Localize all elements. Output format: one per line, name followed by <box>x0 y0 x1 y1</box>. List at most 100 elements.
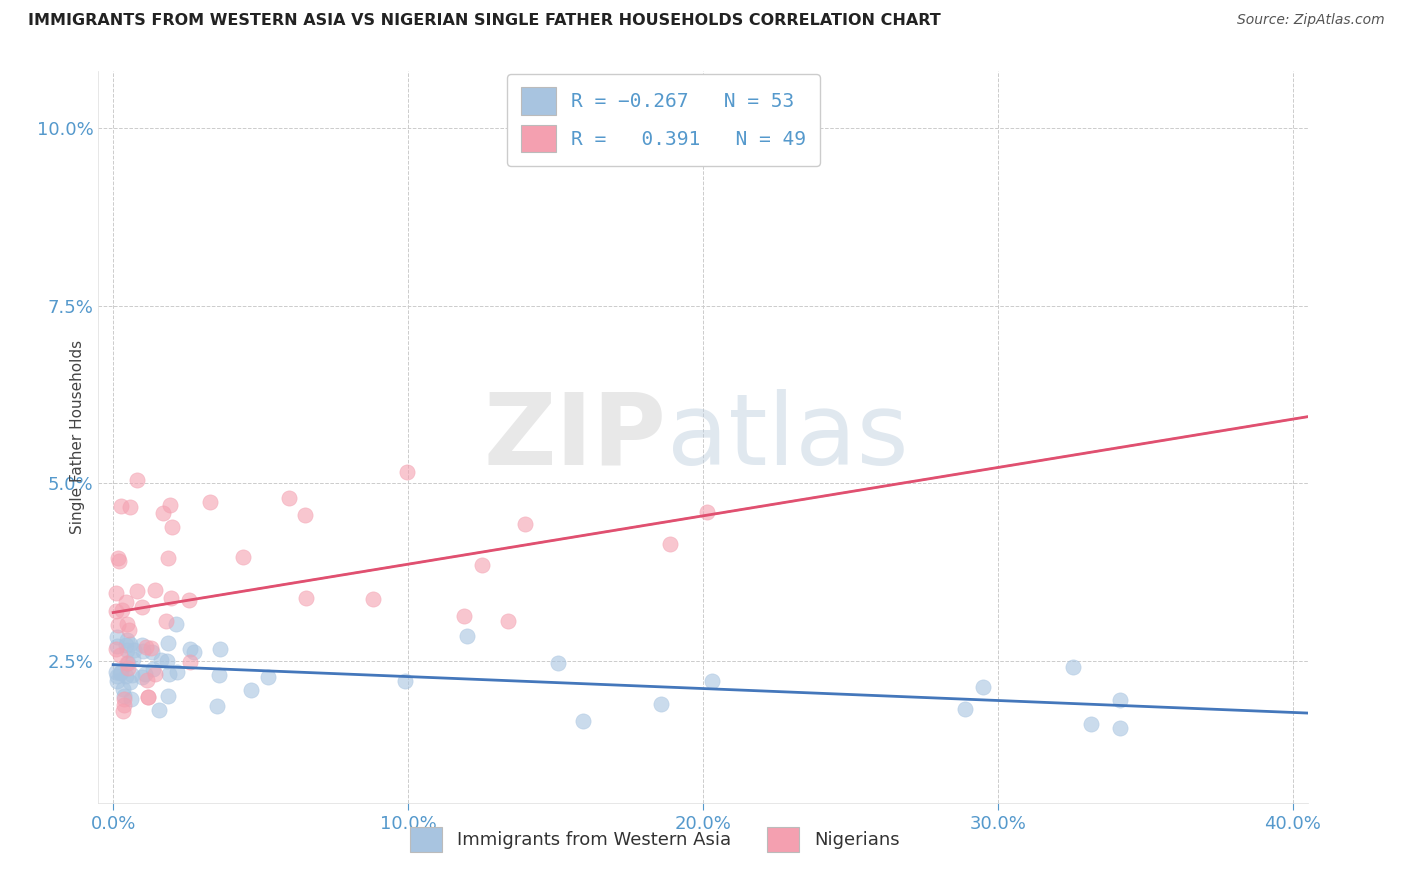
Y-axis label: Single Father Households: Single Father Households <box>69 340 84 534</box>
Point <box>105 669 128 683</box>
Point <box>117 657 139 671</box>
Point <box>179 642 201 657</box>
Point <box>232 549 254 564</box>
Point <box>108 665 131 680</box>
Point <box>156 636 179 650</box>
Point <box>117 661 139 675</box>
Point <box>953 702 976 716</box>
Point <box>150 653 173 667</box>
Point <box>118 500 141 515</box>
Point <box>105 639 128 653</box>
Point <box>139 640 162 655</box>
Point <box>208 641 231 656</box>
Legend: Immigrants from Western Asia, Nigerians: Immigrants from Western Asia, Nigerians <box>402 820 907 860</box>
Point <box>152 507 174 521</box>
Point <box>240 683 263 698</box>
Point <box>108 648 131 662</box>
Point <box>111 602 134 616</box>
Point <box>134 667 156 681</box>
Point <box>120 674 142 689</box>
Point <box>115 633 138 648</box>
Point <box>105 630 128 644</box>
Point <box>658 537 681 551</box>
Point <box>696 505 718 519</box>
Point <box>132 644 155 658</box>
Point <box>294 508 316 522</box>
Point <box>112 681 135 696</box>
Point <box>122 643 145 657</box>
Point <box>118 624 141 638</box>
Point <box>277 491 299 505</box>
Point <box>198 495 221 509</box>
Point <box>456 629 478 643</box>
Point <box>110 665 132 679</box>
Point <box>142 662 165 676</box>
Point <box>115 617 138 632</box>
Point <box>107 618 129 632</box>
Point <box>394 673 416 688</box>
Point <box>105 673 128 688</box>
Point <box>156 551 179 566</box>
Text: atlas: atlas <box>666 389 908 485</box>
Point <box>294 591 316 605</box>
Point <box>157 667 180 681</box>
Point <box>453 608 475 623</box>
Point <box>125 583 148 598</box>
Point <box>105 586 128 600</box>
Point <box>471 558 494 573</box>
Text: IMMIGRANTS FROM WESTERN ASIA VS NIGERIAN SINGLE FATHER HOUSEHOLDS CORRELATION CH: IMMIGRANTS FROM WESTERN ASIA VS NIGERIAN… <box>28 13 941 29</box>
Point <box>136 690 159 704</box>
Point <box>107 551 129 566</box>
Point <box>162 519 184 533</box>
Point <box>700 673 723 688</box>
Point <box>396 465 419 479</box>
Point <box>114 595 136 609</box>
Text: Source: ZipAtlas.com: Source: ZipAtlas.com <box>1237 13 1385 28</box>
Point <box>177 593 200 607</box>
Point <box>131 600 153 615</box>
Point <box>112 704 135 718</box>
Point <box>547 657 569 671</box>
Point <box>136 690 159 704</box>
Point <box>136 673 159 687</box>
Point <box>143 583 166 598</box>
Point <box>114 669 136 683</box>
Point <box>105 604 128 618</box>
Point <box>117 643 139 657</box>
Point <box>257 670 280 684</box>
Point <box>148 703 170 717</box>
Point <box>122 652 145 666</box>
Point <box>165 616 187 631</box>
Point <box>972 680 994 694</box>
Point <box>159 498 181 512</box>
Text: ZIP: ZIP <box>484 389 666 485</box>
Point <box>131 670 153 684</box>
Point <box>112 698 135 712</box>
Point <box>205 698 228 713</box>
Point <box>496 614 519 628</box>
Point <box>110 499 132 513</box>
Point <box>108 554 131 568</box>
Point <box>115 638 138 652</box>
Point <box>135 640 157 654</box>
Point <box>1080 716 1102 731</box>
Point <box>105 665 128 680</box>
Point <box>112 689 135 703</box>
Point <box>155 614 177 628</box>
Point <box>650 697 672 711</box>
Point <box>121 668 143 682</box>
Point <box>1109 693 1132 707</box>
Point <box>183 644 205 658</box>
Point <box>1108 721 1130 735</box>
Point <box>141 645 163 659</box>
Point <box>120 637 142 651</box>
Point <box>361 592 384 607</box>
Point <box>160 591 183 605</box>
Point <box>515 516 537 531</box>
Point <box>156 654 179 668</box>
Point <box>166 665 188 680</box>
Point <box>572 714 595 728</box>
Point <box>127 473 149 487</box>
Point <box>157 689 180 703</box>
Point <box>117 656 139 670</box>
